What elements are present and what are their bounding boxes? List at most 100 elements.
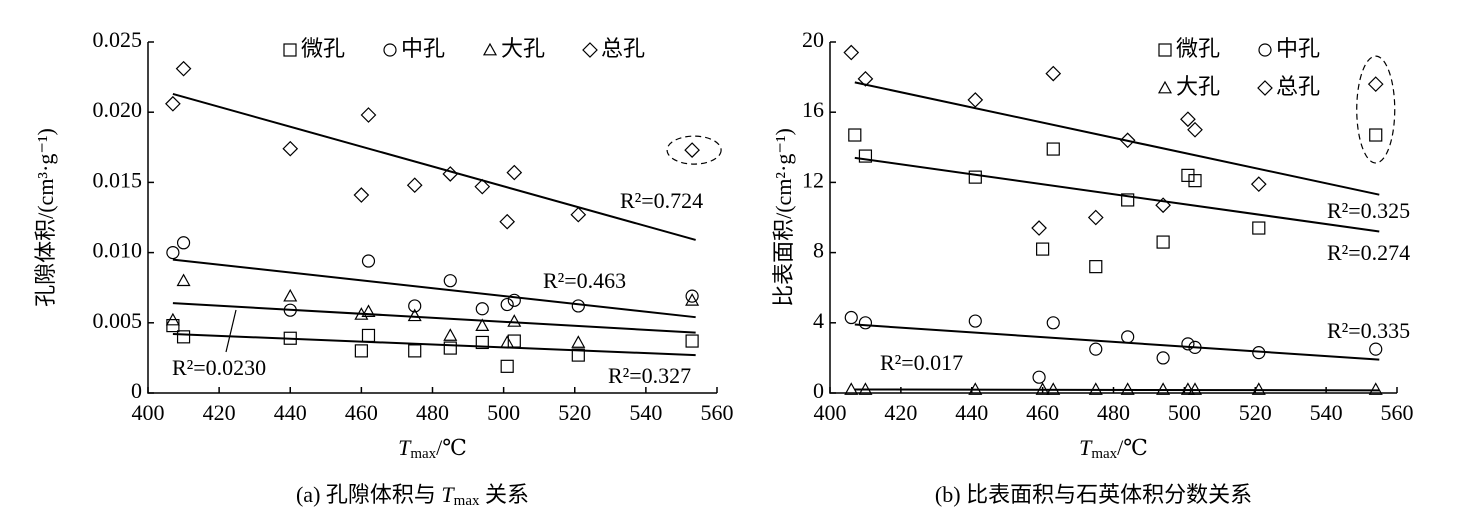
trend-line bbox=[172, 92, 696, 241]
x-label-sub: max bbox=[1091, 446, 1117, 462]
r2-annotation: R²=0.335 bbox=[1327, 318, 1410, 343]
x-tick-label: 460 bbox=[1026, 400, 1059, 425]
point bbox=[1251, 382, 1266, 395]
caption: (b) 比表面积与石英体积分数关系 bbox=[935, 482, 1252, 507]
point bbox=[283, 288, 298, 302]
x-tick-label: 500 bbox=[487, 400, 520, 425]
point bbox=[1089, 260, 1103, 274]
point bbox=[1180, 111, 1196, 128]
legend-label: 中孔 bbox=[1276, 37, 1320, 62]
point bbox=[474, 178, 491, 195]
x-tick-label: 540 bbox=[1310, 400, 1343, 425]
point bbox=[1046, 316, 1060, 330]
x-tick-label: 560 bbox=[701, 400, 734, 425]
r2-annotation: R²=0.325 bbox=[1327, 198, 1410, 223]
legend-marker bbox=[1157, 80, 1173, 94]
highlight bbox=[1356, 55, 1396, 164]
point bbox=[1369, 128, 1383, 142]
y-tick-label: 0.020 bbox=[93, 97, 143, 122]
point bbox=[442, 166, 459, 182]
legend-marker bbox=[1257, 80, 1273, 96]
point bbox=[360, 107, 377, 123]
highlight bbox=[666, 135, 722, 165]
y-tick-label: 0 bbox=[131, 378, 142, 403]
point bbox=[1188, 174, 1202, 188]
point bbox=[858, 149, 873, 163]
point bbox=[475, 318, 490, 332]
point bbox=[685, 289, 699, 303]
point bbox=[499, 213, 516, 230]
y-axis-label: 孔隙体积/(cm³·g⁻¹) bbox=[33, 128, 58, 307]
trend-line bbox=[172, 333, 696, 357]
point bbox=[685, 334, 699, 348]
point bbox=[685, 293, 700, 306]
x-axis-label: Tmax/℃ bbox=[398, 435, 467, 462]
caption-part: max bbox=[454, 493, 480, 509]
annotation-leader bbox=[225, 309, 237, 353]
point bbox=[166, 319, 180, 333]
x-label-sub: max bbox=[410, 446, 436, 462]
point bbox=[1368, 382, 1383, 395]
point bbox=[1181, 168, 1195, 182]
point bbox=[407, 308, 422, 322]
point bbox=[500, 359, 514, 373]
x-label-unit: /℃ bbox=[1117, 435, 1148, 460]
legend-marker bbox=[482, 42, 498, 56]
legend-marker bbox=[1258, 43, 1272, 57]
point bbox=[1156, 382, 1171, 395]
y-tick-label: 12 bbox=[802, 167, 824, 192]
point bbox=[857, 71, 874, 87]
y-tick-label: 0.005 bbox=[93, 308, 143, 333]
x-tick-label: 520 bbox=[558, 400, 591, 425]
point bbox=[1156, 235, 1170, 249]
point bbox=[1119, 132, 1136, 149]
point bbox=[443, 341, 457, 355]
y-tick-label: 0.010 bbox=[93, 238, 143, 263]
r2-annotation: R²=0.327 bbox=[608, 363, 691, 388]
x-tick-label: 480 bbox=[1097, 400, 1130, 425]
legend-marker bbox=[283, 43, 297, 57]
x-tick-label: 420 bbox=[884, 400, 917, 425]
y-tick-label: 0.015 bbox=[93, 167, 143, 192]
point bbox=[475, 302, 489, 316]
point bbox=[443, 274, 457, 288]
legend-label: 微孔 bbox=[301, 37, 345, 62]
x-tick-label: 460 bbox=[345, 400, 378, 425]
point bbox=[1089, 342, 1103, 356]
point bbox=[1121, 330, 1135, 344]
point bbox=[175, 60, 192, 77]
x-label-var: T bbox=[1079, 435, 1093, 460]
y-tick-label: 0.025 bbox=[93, 27, 143, 52]
axes bbox=[147, 42, 717, 394]
point bbox=[1032, 370, 1046, 384]
point bbox=[1367, 76, 1384, 92]
r2-annotation: R²=0.017 bbox=[880, 350, 963, 375]
point bbox=[176, 273, 191, 287]
point bbox=[165, 95, 181, 112]
legend-marker bbox=[582, 42, 598, 58]
y-tick-label: 4 bbox=[813, 308, 824, 333]
y-tick-label: 8 bbox=[813, 238, 824, 263]
legend-label: 中孔 bbox=[401, 37, 445, 62]
legend-label: 微孔 bbox=[1176, 37, 1220, 62]
point bbox=[1369, 342, 1383, 356]
point bbox=[848, 128, 862, 142]
point bbox=[684, 142, 700, 158]
point bbox=[1045, 65, 1062, 82]
point bbox=[282, 140, 299, 157]
x-tick-label: 540 bbox=[629, 400, 662, 425]
x-tick-label: 400 bbox=[814, 400, 847, 425]
point bbox=[1087, 209, 1104, 226]
y-tick-label: 20 bbox=[802, 27, 824, 52]
point bbox=[858, 316, 873, 330]
point bbox=[353, 187, 370, 203]
point bbox=[166, 246, 180, 260]
point bbox=[1120, 382, 1135, 395]
x-tick-label: 480 bbox=[416, 400, 449, 425]
r2-annotation: R²=0.0230 bbox=[172, 355, 266, 380]
x-axis-label: Tmax/℃ bbox=[1079, 435, 1148, 462]
point bbox=[1046, 142, 1060, 156]
point bbox=[968, 314, 982, 328]
point bbox=[165, 312, 180, 326]
x-label-unit: /℃ bbox=[436, 435, 467, 460]
